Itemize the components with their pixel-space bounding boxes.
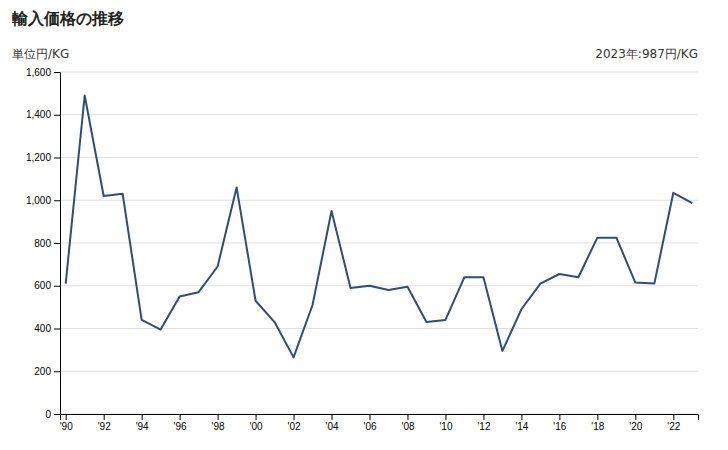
y-tick-label: 1,200 (26, 152, 51, 163)
x-tick-label: '06 (363, 421, 376, 432)
y-tick-mark (54, 115, 60, 116)
x-tick: '04 (326, 414, 339, 432)
x-tick: '98 (212, 414, 225, 432)
y-tick-label: 600 (34, 280, 51, 291)
y-tick: 0 (45, 409, 60, 420)
x-tick: '16 (553, 414, 566, 432)
y-tick: 1,600 (26, 67, 60, 78)
y-tick-label: 1,400 (26, 109, 51, 120)
plot: '90 '92 '94 '96 '98 '00 '02 '04 '06 '08 '10 '12 '14 '… (26, 67, 699, 432)
grid-line (60, 72, 698, 73)
x-tick: '08 (401, 414, 414, 432)
x-tick-mark (635, 414, 636, 420)
y-tick-label: 1,600 (26, 67, 51, 78)
x-tick-mark (559, 414, 560, 420)
y-tick: 400 (34, 323, 60, 334)
x-tick-mark (104, 414, 105, 420)
y-tick-mark (54, 329, 60, 330)
chart: '90 '92 '94 '96 '98 '00 '02 '04 '06 '08 '10 '12 '14 '… (0, 0, 728, 450)
x-tick: '14 (515, 414, 528, 432)
x-tick: '22 (667, 414, 680, 432)
x-tick: '00 (250, 414, 263, 432)
x-tick: '20 (629, 414, 642, 432)
annotation: 2023年:987円/KG (595, 47, 698, 61)
x-tick-mark (445, 414, 446, 420)
grid-line (60, 157, 698, 158)
x-tick: '90 (60, 414, 73, 432)
x-tick-mark (407, 414, 408, 420)
x-tick-label: '92 (98, 421, 111, 432)
x-tick-label: '16 (553, 421, 566, 432)
x-tick: '02 (288, 414, 301, 432)
x-tick-label: '12 (477, 421, 490, 432)
line (66, 96, 693, 358)
x-tick-mark (142, 414, 143, 420)
x-tick-label: '04 (326, 421, 339, 432)
x-tick: '18 (591, 414, 604, 432)
x-tick-label: '90 (60, 421, 73, 432)
x-tick: '12 (477, 414, 490, 432)
x-axis: '90 '92 '94 '96 '98 '00 '02 '04 '06 '08 '10 '12 '14 '… (60, 414, 699, 432)
grid-line (60, 200, 698, 201)
x-tick-mark (673, 414, 674, 420)
y-tick: 1,200 (26, 152, 60, 163)
x-tick-label: '18 (591, 421, 604, 432)
x-tick: '96 (174, 414, 187, 432)
x-tick-label: '98 (212, 421, 225, 432)
x-tick-label: '08 (401, 421, 414, 432)
y-tick-label: 200 (34, 366, 51, 377)
y-tick-mark (54, 243, 60, 244)
x-tick-label: '00 (250, 421, 263, 432)
grid-line (60, 285, 698, 286)
y-axis-line (54, 73, 61, 415)
y-tick-mark (54, 200, 60, 201)
y-tick-mark (54, 414, 60, 415)
y-tick: 1,400 (26, 109, 60, 120)
x-tick: '92 (98, 414, 111, 432)
title: 輸入価格の推移 (11, 9, 124, 28)
x-axis-line (61, 415, 699, 421)
marks (66, 96, 693, 358)
y-tick: 1,000 (26, 195, 60, 206)
y-tick-mark (54, 158, 60, 159)
grid-line (60, 243, 698, 244)
x-tick-mark (370, 414, 371, 420)
x-tick-mark (256, 414, 257, 420)
x-tick-label: '10 (439, 421, 452, 432)
x-tick-label: '94 (136, 421, 149, 432)
x-tick-label: '22 (667, 421, 680, 432)
y-tick-mark (54, 286, 60, 287)
x-tick-mark (521, 414, 522, 420)
y-tick-mark (54, 371, 60, 372)
y-tick-label: 0 (45, 409, 51, 420)
x-tick-mark (483, 414, 484, 420)
x-tick-mark (294, 414, 295, 420)
y-tick: 200 (34, 366, 60, 377)
y-tick-label: 1,000 (26, 195, 51, 206)
x-tick-label: '02 (288, 421, 301, 432)
y-tick-mark (54, 72, 60, 73)
y-tick: 800 (34, 238, 60, 249)
y-tick-label: 400 (34, 323, 51, 334)
x-tick-label: '20 (629, 421, 642, 432)
grid-line (60, 114, 698, 115)
x-tick-mark (180, 414, 181, 420)
x-tick: '10 (439, 414, 452, 432)
x-tick-mark (66, 414, 67, 420)
x-tick: '06 (363, 414, 376, 432)
x-tick-mark (218, 414, 219, 420)
y-axis: 0 200 400 600 800 1,000 1,200 1,400 1,600 (26, 67, 61, 420)
y-axis-title: 単位円/KG (12, 47, 69, 61)
x-tick-mark (597, 414, 598, 420)
x-tick-label: '96 (174, 421, 187, 432)
x-tick: '94 (136, 414, 149, 432)
grid (60, 72, 698, 414)
y-tick: 600 (34, 280, 60, 291)
grid-line (60, 371, 698, 372)
x-tick-label: '14 (515, 421, 528, 432)
x-tick-mark (332, 414, 333, 420)
y-tick-label: 800 (34, 238, 51, 249)
